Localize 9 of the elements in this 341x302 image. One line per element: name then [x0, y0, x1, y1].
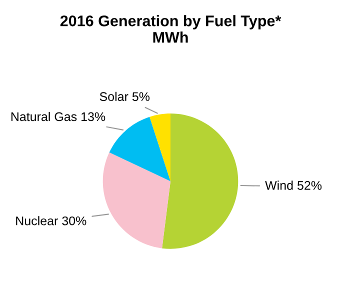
slice-label: Natural Gas 13%	[11, 112, 106, 122]
chart-title: 2016 Generation by Fuel Type* MWh	[60, 15, 282, 43]
pie-slice	[102, 152, 170, 248]
slice-label: Solar 5%	[100, 92, 150, 102]
pie-slice	[109, 116, 170, 182]
slice-label: Wind 52%	[265, 180, 322, 190]
pie-slice	[162, 114, 238, 249]
pie-slice	[150, 114, 170, 182]
slice-label: Nuclear 30%	[16, 216, 86, 226]
